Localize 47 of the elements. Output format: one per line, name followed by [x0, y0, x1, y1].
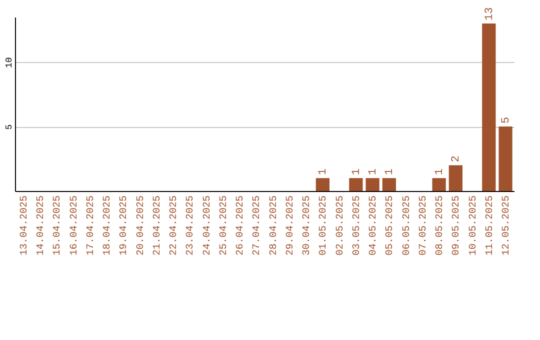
- x-tick-label: 21.04.2025: [152, 196, 164, 256]
- y-tick-label: 10: [4, 57, 14, 68]
- x-tick-label: 23.04.2025: [186, 196, 197, 256]
- x-tick-label: 05.05.2025: [385, 196, 396, 256]
- bar: [382, 178, 396, 191]
- bar: [316, 178, 330, 191]
- x-tick-label: 08.05.2025: [435, 196, 446, 256]
- x-tick-label: 16.04.2025: [69, 196, 80, 256]
- x-tick-label: 09.05.2025: [452, 196, 463, 256]
- x-tick-label: 19.04.2025: [119, 196, 130, 256]
- x-tick-label: 06.05.2025: [402, 196, 413, 256]
- x-tick-label: 03.05.2025: [352, 196, 363, 256]
- x-tick-label: 28.04.2025: [268, 196, 280, 256]
- x-tick-label: 24.04.2025: [202, 196, 214, 256]
- x-tick-label: 11.05.2025: [484, 196, 496, 256]
- x-tick-label: 22.04.2025: [169, 196, 180, 256]
- x-tick-label: 07.05.2025: [418, 196, 430, 256]
- bar: [448, 165, 462, 191]
- x-tick-label: 29.04.2025: [285, 196, 296, 256]
- x-tick-label: 10.05.2025: [468, 196, 480, 256]
- data-label: 1: [318, 168, 330, 176]
- bar: [482, 23, 496, 191]
- x-tick-label: 20.04.2025: [136, 196, 147, 256]
- bar: [498, 126, 512, 191]
- data-label: 1: [350, 168, 363, 176]
- data-label: 1: [434, 168, 446, 176]
- x-tick-label: 12.05.2025: [502, 196, 513, 256]
- x-tick-label: 26.04.2025: [236, 196, 247, 256]
- data-label: 1: [368, 168, 380, 176]
- x-tick-label: 01.05.2025: [318, 196, 330, 256]
- x-tick-label: 18.04.2025: [102, 196, 114, 256]
- bar: [432, 178, 446, 191]
- x-tick-label: 17.04.2025: [86, 196, 97, 256]
- x-tick-label: 04.05.2025: [368, 196, 380, 256]
- data-label: 13: [484, 7, 496, 20]
- data-label: 5: [500, 116, 513, 124]
- x-tick-label: 27.04.2025: [252, 196, 264, 256]
- bar: [366, 178, 380, 191]
- data-label: 2: [450, 156, 463, 162]
- x-tick-label: 02.05.2025: [335, 196, 346, 256]
- x-tick-label: 15.04.2025: [52, 196, 64, 256]
- x-tick-label: 14.04.2025: [36, 196, 48, 256]
- x-tick-label: 13.04.2025: [19, 196, 30, 256]
- x-tick-label: 30.04.2025: [302, 196, 314, 256]
- bar: [349, 178, 363, 191]
- x-tick-label: 25.04.2025: [218, 196, 230, 256]
- data-label: 1: [384, 168, 396, 176]
